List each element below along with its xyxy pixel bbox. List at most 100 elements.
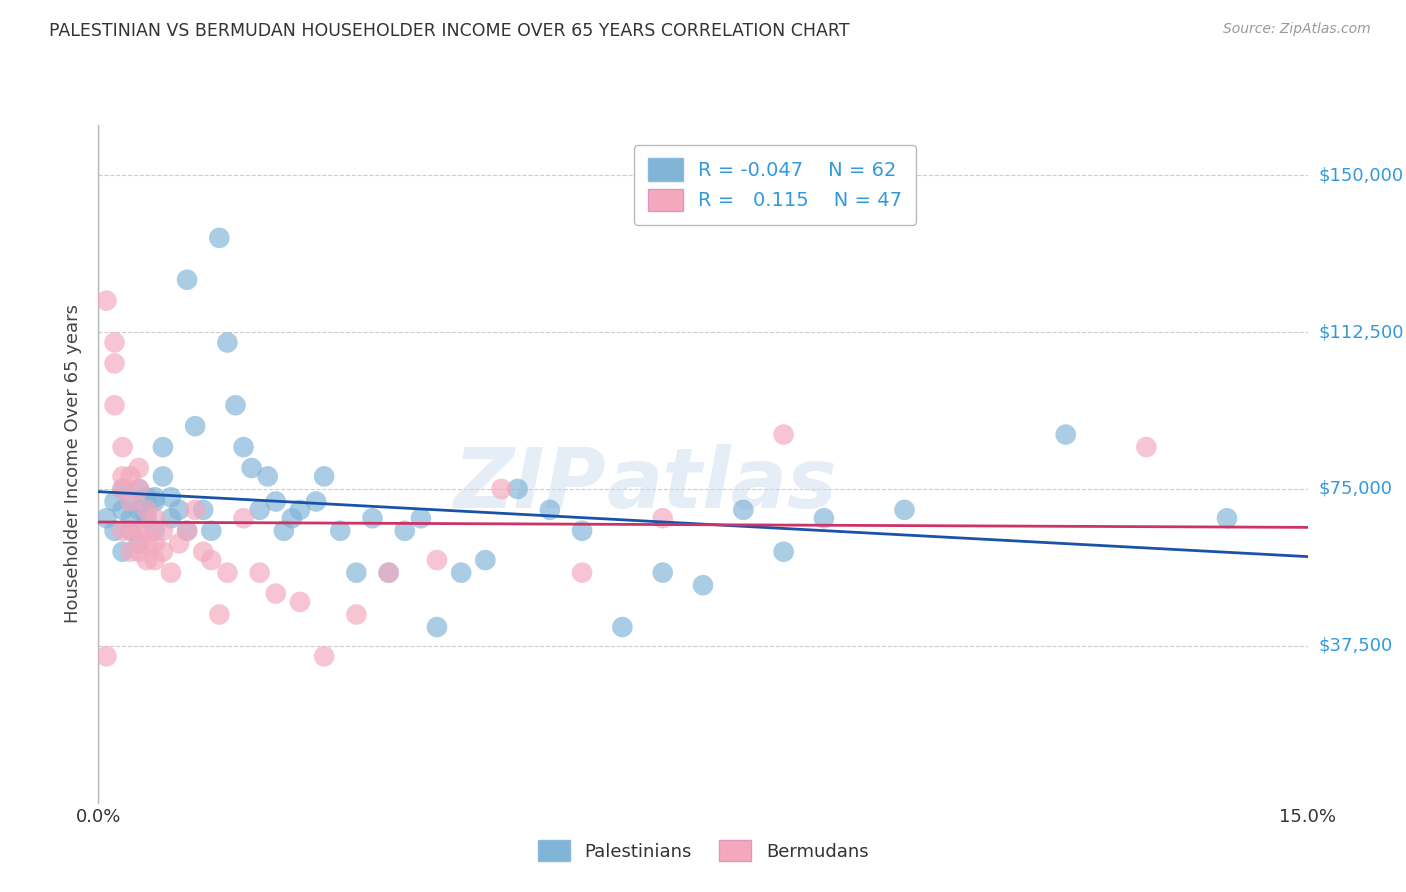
Point — [249, 566, 271, 580]
Point — [314, 469, 336, 483]
Y-axis label: Householder Income Over 65 years: Householder Income Over 65 years — [65, 304, 83, 624]
Point — [264, 586, 287, 600]
Point — [152, 524, 174, 538]
Point — [160, 491, 183, 505]
Point — [103, 494, 125, 508]
Point — [128, 536, 150, 550]
Point — [426, 620, 449, 634]
Text: Source: ZipAtlas.com: Source: ZipAtlas.com — [1223, 22, 1371, 37]
Point — [281, 511, 304, 525]
Point — [571, 524, 593, 538]
Point — [135, 553, 157, 567]
Point — [96, 293, 118, 308]
Point — [772, 545, 794, 559]
Point — [103, 398, 125, 412]
Point — [377, 566, 399, 580]
Point — [120, 524, 142, 538]
Text: atlas: atlas — [606, 443, 837, 524]
Point — [167, 536, 190, 550]
Point — [232, 511, 254, 525]
Point — [120, 494, 142, 508]
Point — [111, 545, 134, 559]
Point — [176, 524, 198, 538]
Point — [120, 469, 142, 483]
Point — [111, 482, 134, 496]
Point — [249, 503, 271, 517]
Point — [143, 494, 166, 508]
Point — [344, 607, 367, 622]
Point — [1216, 511, 1239, 525]
Point — [377, 566, 399, 580]
Point — [426, 553, 449, 567]
Point — [135, 536, 157, 550]
Point — [111, 482, 134, 496]
Point — [193, 545, 215, 559]
Text: PALESTINIAN VS BERMUDAN HOUSEHOLDER INCOME OVER 65 YEARS CORRELATION CHART: PALESTINIAN VS BERMUDAN HOUSEHOLDER INCO… — [49, 22, 849, 40]
Point — [232, 440, 254, 454]
Point — [612, 620, 634, 634]
Point — [143, 511, 166, 525]
Point — [193, 503, 215, 517]
Point — [344, 566, 367, 580]
Point — [143, 536, 166, 550]
Text: ZIP: ZIP — [454, 443, 606, 524]
Point — [135, 524, 157, 538]
Point — [135, 503, 157, 517]
Point — [288, 595, 311, 609]
Point — [111, 524, 134, 538]
Point — [176, 524, 198, 538]
Point — [152, 440, 174, 454]
Point — [208, 607, 231, 622]
Point — [329, 524, 352, 538]
Point — [96, 511, 118, 525]
Point — [450, 566, 472, 580]
Text: $112,500: $112,500 — [1319, 323, 1405, 341]
Point — [128, 461, 150, 475]
Point — [506, 482, 529, 496]
Point — [143, 491, 166, 505]
Point — [120, 494, 142, 508]
Point — [128, 524, 150, 538]
Point — [288, 503, 311, 517]
Point — [394, 524, 416, 538]
Point — [111, 469, 134, 483]
Point — [135, 511, 157, 525]
Point — [200, 524, 222, 538]
Point — [409, 511, 432, 525]
Point — [96, 649, 118, 664]
Point — [176, 273, 198, 287]
Point — [208, 231, 231, 245]
Point — [103, 335, 125, 350]
Point — [217, 335, 239, 350]
Point — [135, 491, 157, 505]
Point — [893, 503, 915, 517]
Text: $37,500: $37,500 — [1319, 637, 1393, 655]
Point — [152, 469, 174, 483]
Point — [651, 511, 673, 525]
Point — [120, 511, 142, 525]
Point — [128, 545, 150, 559]
Point — [143, 553, 166, 567]
Point — [120, 524, 142, 538]
Point — [152, 545, 174, 559]
Point — [160, 566, 183, 580]
Point — [143, 524, 166, 538]
Point — [128, 482, 150, 496]
Point — [184, 419, 207, 434]
Point — [1054, 427, 1077, 442]
Point — [200, 553, 222, 567]
Point — [305, 494, 328, 508]
Point — [651, 566, 673, 580]
Point — [184, 503, 207, 517]
Point — [474, 553, 496, 567]
Point — [135, 503, 157, 517]
Point — [224, 398, 246, 412]
Point — [733, 503, 755, 517]
Point — [273, 524, 295, 538]
Point — [692, 578, 714, 592]
Point — [160, 511, 183, 525]
Point — [128, 482, 150, 496]
Point — [103, 524, 125, 538]
Point — [314, 649, 336, 664]
Point — [167, 503, 190, 517]
